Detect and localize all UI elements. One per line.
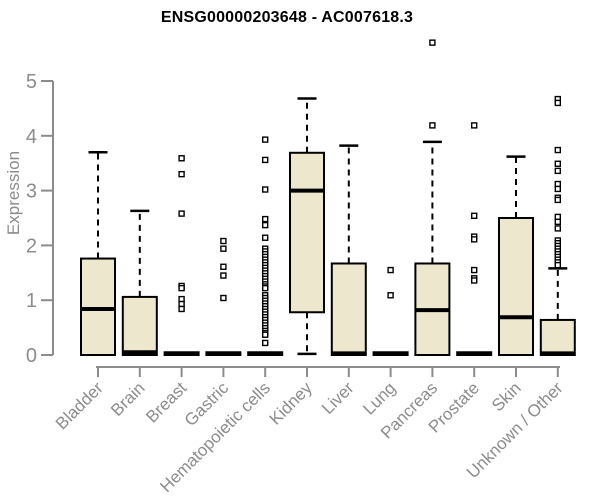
y-tick-label: 5 <box>26 71 37 93</box>
outlier-unknown-other <box>554 225 561 232</box>
y-tick-label: 4 <box>26 126 37 148</box>
y-axis-label: Expression <box>4 150 23 236</box>
y-tick-label: 3 <box>26 181 37 203</box>
outlier-unknown-other <box>554 146 561 154</box>
outlier-breast <box>178 170 185 178</box>
chart-title: ENSG00000203648 - AC007618.3 <box>160 9 414 26</box>
outlier-prostate <box>471 122 478 129</box>
outlier-gastric <box>220 237 227 245</box>
y-tick-label: 0 <box>26 345 37 367</box>
box-liver <box>330 262 367 357</box>
box-bladder <box>80 257 116 356</box>
outlier-unknown-other <box>554 185 561 193</box>
outlier-unknown-other <box>554 160 561 167</box>
outlier-breast <box>178 305 185 313</box>
outlier-gastric <box>220 272 227 279</box>
outlier-hematopoietic-cells <box>262 156 269 164</box>
outlier-breast <box>178 284 185 292</box>
outlier-breast <box>178 210 185 217</box>
outlier-gastric <box>220 294 227 302</box>
y-tick-label: 1 <box>26 290 37 312</box>
y-tick-label: 2 <box>26 235 37 257</box>
outlier-pancreas <box>429 39 436 46</box>
outlier-unknown-other <box>554 218 561 226</box>
box-brain <box>121 295 158 356</box>
outlier-hematopoietic-cells <box>262 284 269 292</box>
x-tick-label-liver: Liver <box>318 378 358 418</box>
x-tick-label-skin: Skin <box>488 378 525 415</box>
box-unknown-other <box>539 318 576 357</box>
outlier-hematopoietic-cells <box>262 136 269 143</box>
outlier-prostate <box>471 277 478 284</box>
outlier-pancreas <box>429 122 436 129</box>
outlier-gastric <box>220 245 227 252</box>
outlier-hematopoietic-cells <box>262 331 269 338</box>
outlier-breast <box>178 155 185 162</box>
outlier-hematopoietic-cells <box>262 215 269 223</box>
outlier-prostate <box>471 236 478 243</box>
outlier-hematopoietic-cells <box>262 234 269 241</box>
outlier-unknown-other <box>554 196 561 204</box>
outlier-prostate <box>471 266 478 274</box>
outlier-prostate <box>471 212 478 220</box>
outlier-lung <box>387 292 394 299</box>
outlier-unknown-other <box>554 261 561 269</box>
outlier-hematopoietic-cells <box>262 186 269 193</box>
x-tick-label-bladder: Bladder <box>52 378 107 433</box>
outlier-hematopoietic-cells <box>262 339 269 347</box>
outlier-hematopoietic-cells <box>262 221 269 229</box>
outlier-lung <box>387 266 394 274</box>
outlier-unknown-other <box>554 99 561 107</box>
outlier-gastric <box>220 263 227 270</box>
x-tick-label-kidney: Kidney <box>266 378 317 429</box>
outlier-unknown-other <box>554 167 561 175</box>
box-skin <box>498 217 534 356</box>
box-kidney <box>289 151 325 314</box>
